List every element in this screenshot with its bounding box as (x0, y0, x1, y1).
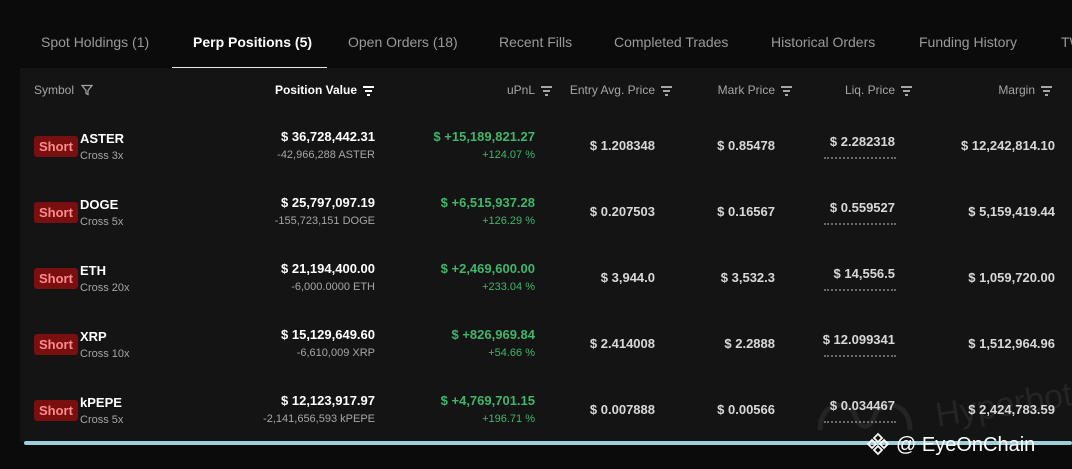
symbol-name[interactable]: ASTER (80, 131, 125, 146)
mark-price: $ 0.85478 (717, 138, 775, 153)
leverage-label: Cross 3x (80, 150, 124, 162)
liq-price-underline (824, 289, 896, 291)
mark-price: $ 2.2888 (724, 336, 775, 351)
table-row[interactable]: Short ETH Cross 20x $ 21,194,400.00 -6,0… (20, 244, 1072, 310)
col-header-entry-price[interactable]: Entry Avg. Price (570, 68, 672, 112)
position-value: $ 15,129,649.60 (281, 327, 375, 342)
liq-price-underline (824, 421, 896, 423)
tab-recent-fills[interactable]: Recent Fills (499, 34, 573, 50)
scroll-indicator-bar[interactable] (24, 441, 1072, 445)
binance-logo-icon (866, 432, 890, 456)
upnl-percent: +196.71 % (482, 413, 535, 425)
side-badge: Short (34, 202, 78, 223)
tab-twap[interactable]: TW (1061, 34, 1072, 50)
liq-price[interactable]: $ 0.559527 (829, 200, 895, 215)
upnl-percent: +124.07 % (482, 149, 535, 161)
side-badge: Short (34, 268, 78, 289)
entry-price: $ 3,944.0 (600, 270, 655, 285)
mark-price: $ 0.16567 (717, 204, 775, 219)
position-value: $ 12,123,917.97 (281, 393, 375, 408)
tab-perp-positions[interactable]: Perp Positions (5) (193, 34, 313, 50)
margin-value: $ 5,159,419.44 (968, 204, 1055, 219)
table-row[interactable]: Short XRP Cross 10x $ 15,129,649.60 -6,6… (20, 310, 1072, 376)
source-credit: @ EyeOnChain (866, 430, 1035, 460)
position-value: $ 25,797,097.19 (281, 195, 375, 210)
mark-price: $ 0.00566 (717, 402, 775, 417)
table-row[interactable]: Short ASTER Cross 3x $ 36,728,442.31 -42… (20, 112, 1072, 178)
upnl-value: $ +4,769,701.15 (440, 393, 535, 408)
margin-value: $ 1,059,720.00 (968, 270, 1055, 285)
leverage-label: Cross 10x (80, 348, 130, 360)
mark-price: $ 3,532.3 (720, 270, 775, 285)
table-row[interactable]: Short kPEPE Cross 5x $ 12,123,917.97 -2,… (20, 376, 1072, 442)
upnl-percent: +54.66 % (488, 347, 535, 359)
position-size: -6,000.0000 ETH (291, 281, 375, 293)
position-size: -155,723,151 DOGE (274, 215, 375, 227)
liq-price-underline (824, 355, 896, 357)
upnl-value: $ +6,515,937.28 (440, 195, 535, 210)
sort-icon[interactable] (901, 86, 912, 96)
liq-price[interactable]: $ 0.034467 (829, 398, 895, 413)
symbol-name[interactable]: kPEPE (80, 395, 122, 410)
leverage-label: Cross 5x (80, 216, 124, 228)
leverage-label: Cross 20x (80, 282, 130, 294)
tab-funding-history[interactable]: Funding History (919, 34, 1018, 50)
upnl-value: $ +15,189,821.27 (433, 129, 535, 144)
symbol-name[interactable]: DOGE (80, 197, 119, 212)
tab-bar: Spot Holdings (1) Perp Positions (5) Ope… (0, 0, 1072, 69)
col-header-mark-price[interactable]: Mark Price (718, 68, 792, 112)
entry-price: $ 2.414008 (589, 336, 655, 351)
liq-price-underline (824, 157, 896, 159)
col-header-liq-price[interactable]: Liq. Price (845, 68, 912, 112)
tab-spot-holdings[interactable]: Spot Holdings (1) (41, 34, 150, 50)
symbol-name[interactable]: ETH (80, 263, 106, 278)
side-badge: Short (34, 136, 78, 157)
margin-value: $ 1,512,964.96 (968, 336, 1055, 351)
liq-price-underline (824, 223, 896, 225)
col-header-margin[interactable]: Margin (998, 68, 1052, 112)
side-badge: Short (34, 334, 78, 355)
margin-value: $ 2,424,783.59 (968, 402, 1055, 417)
position-value: $ 36,728,442.31 (281, 129, 375, 144)
margin-value: $ 12,242,814.10 (961, 138, 1055, 153)
upnl-percent: +126.29 % (482, 215, 535, 227)
position-size: -42,966,288 ASTER (277, 149, 375, 161)
sort-icon[interactable] (541, 86, 552, 96)
hyperbot-logo-watermark (817, 402, 913, 431)
table-row[interactable]: Short DOGE Cross 5x $ 25,797,097.19 -155… (20, 178, 1072, 244)
position-size: -2,141,656,593 kPEPE (263, 413, 375, 425)
entry-price: $ 0.207503 (589, 204, 655, 219)
entry-price: $ 1.208348 (589, 138, 655, 153)
upnl-value: $ +826,969.84 (451, 327, 536, 342)
col-header-position-value[interactable]: Position Value (275, 68, 374, 112)
sort-icon[interactable] (1041, 86, 1052, 96)
liq-price[interactable]: $ 2.282318 (829, 134, 895, 149)
upnl-percent: +233.04 % (482, 281, 535, 293)
tab-historical-orders[interactable]: Historical Orders (771, 34, 876, 50)
col-header-upnl[interactable]: uPnL (507, 68, 552, 112)
col-header-symbol[interactable]: Symbol (34, 68, 94, 112)
side-badge: Short (34, 400, 78, 421)
liq-price[interactable]: $ 12.099341 (822, 332, 895, 347)
leverage-label: Cross 5x (80, 414, 124, 426)
position-value: $ 21,194,400.00 (281, 261, 375, 276)
sort-icon[interactable] (781, 86, 792, 96)
sort-icon[interactable] (363, 86, 374, 96)
liq-price[interactable]: $ 14,556.5 (833, 266, 895, 281)
tab-open-orders[interactable]: Open Orders (18) (348, 34, 458, 50)
sort-icon[interactable] (661, 86, 672, 96)
symbol-name[interactable]: XRP (80, 329, 107, 344)
filter-icon[interactable] (81, 84, 94, 96)
upnl-value: $ +2,469,600.00 (440, 261, 535, 276)
positions-table: Symbol Position Value uPnL Entry Avg. Pr… (20, 68, 1072, 442)
position-size: -6,610,009 XRP (296, 347, 375, 359)
entry-price: $ 0.007888 (589, 402, 655, 417)
tab-completed-trades[interactable]: Completed Trades (614, 34, 729, 50)
